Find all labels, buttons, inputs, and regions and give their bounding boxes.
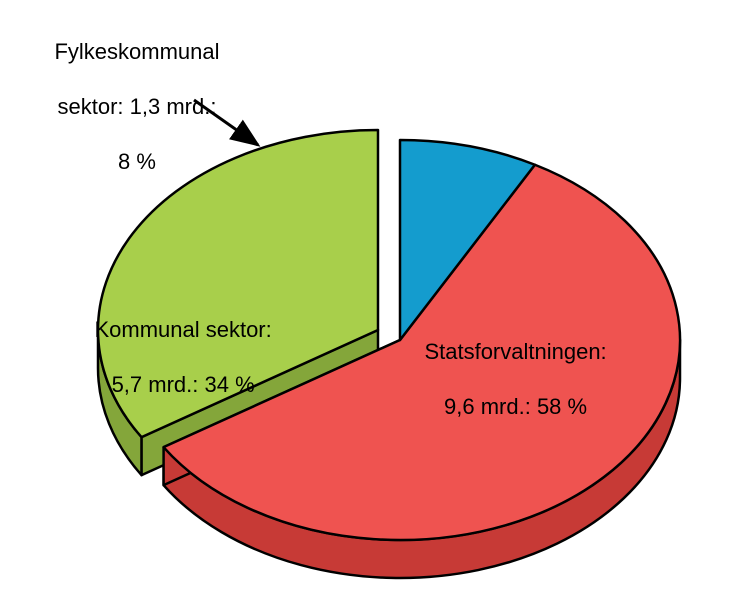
slice-label-kommunal-line2: 5,7 mrd.: 34 % [112, 372, 255, 397]
slice-label-stat: Statsforvaltningen: 9,6 mrd.: 58 % [400, 310, 607, 448]
slice-label-fylke-line2: sektor: 1,3 mrd.: [58, 94, 217, 119]
slice-label-kommunal: Kommunal sektor: 5,7 mrd.: 34 % [70, 288, 272, 426]
slice-label-stat-line2: 9,6 mrd.: 58 % [444, 394, 587, 419]
slice-label-fylke-line3: 8 % [118, 149, 156, 174]
slice-label-kommunal-line1: Kommunal sektor: [94, 317, 271, 342]
slice-label-fylke-line1: Fylkeskommunal [54, 39, 219, 64]
pie-chart-3d: Fylkeskommunal sektor: 1,3 mrd.: 8 % Kom… [0, 0, 730, 607]
slice-label-fylke: Fylkeskommunal sektor: 1,3 mrd.: 8 % [30, 10, 220, 203]
slice-label-stat-line1: Statsforvaltningen: [424, 339, 606, 364]
